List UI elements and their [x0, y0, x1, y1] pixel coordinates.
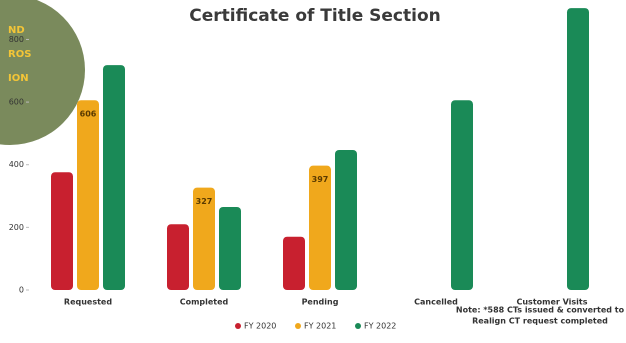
bar	[77, 100, 99, 290]
y-tick-label: 600	[9, 98, 24, 107]
bar	[309, 165, 331, 290]
y-tick-label: 800	[9, 35, 24, 44]
badge-text: ROS	[8, 49, 31, 60]
data-label: 327	[196, 197, 213, 206]
legend-label: FY 2022	[364, 322, 396, 331]
legend-label: FY 2021	[304, 322, 336, 331]
badge-circle	[0, 0, 85, 145]
y-tick-label: 200	[9, 223, 24, 232]
bar	[103, 65, 125, 290]
chart-title: Certificate of Title Section	[189, 6, 440, 26]
legend-swatch	[295, 323, 301, 329]
data-label: 397	[312, 175, 329, 184]
y-tick-label: 0	[19, 286, 24, 295]
x-tick-label: Requested	[64, 298, 112, 307]
bar	[167, 224, 189, 290]
legend-label: FY 2020	[244, 322, 276, 331]
x-tick-label: Pending	[302, 298, 339, 307]
note: Realign CT request completed	[472, 317, 608, 326]
note: Note: *588 CTs issued & converted to	[456, 306, 625, 315]
legend-swatch	[355, 323, 361, 329]
bar	[283, 236, 305, 290]
bar	[193, 187, 215, 290]
data-label: 606	[80, 110, 97, 119]
bar	[219, 207, 241, 290]
badge-text: ION	[8, 73, 29, 84]
x-tick-label: Cancelled	[414, 298, 458, 307]
bar	[335, 150, 357, 290]
bar	[451, 100, 473, 290]
bar	[567, 8, 589, 291]
legend-swatch	[235, 323, 241, 329]
bar	[51, 172, 73, 290]
x-tick-label: Completed	[180, 298, 229, 307]
badge-text: ND	[8, 25, 25, 36]
y-tick-label: 400	[9, 160, 24, 169]
x-tick-label: Customer Visits	[516, 298, 587, 307]
